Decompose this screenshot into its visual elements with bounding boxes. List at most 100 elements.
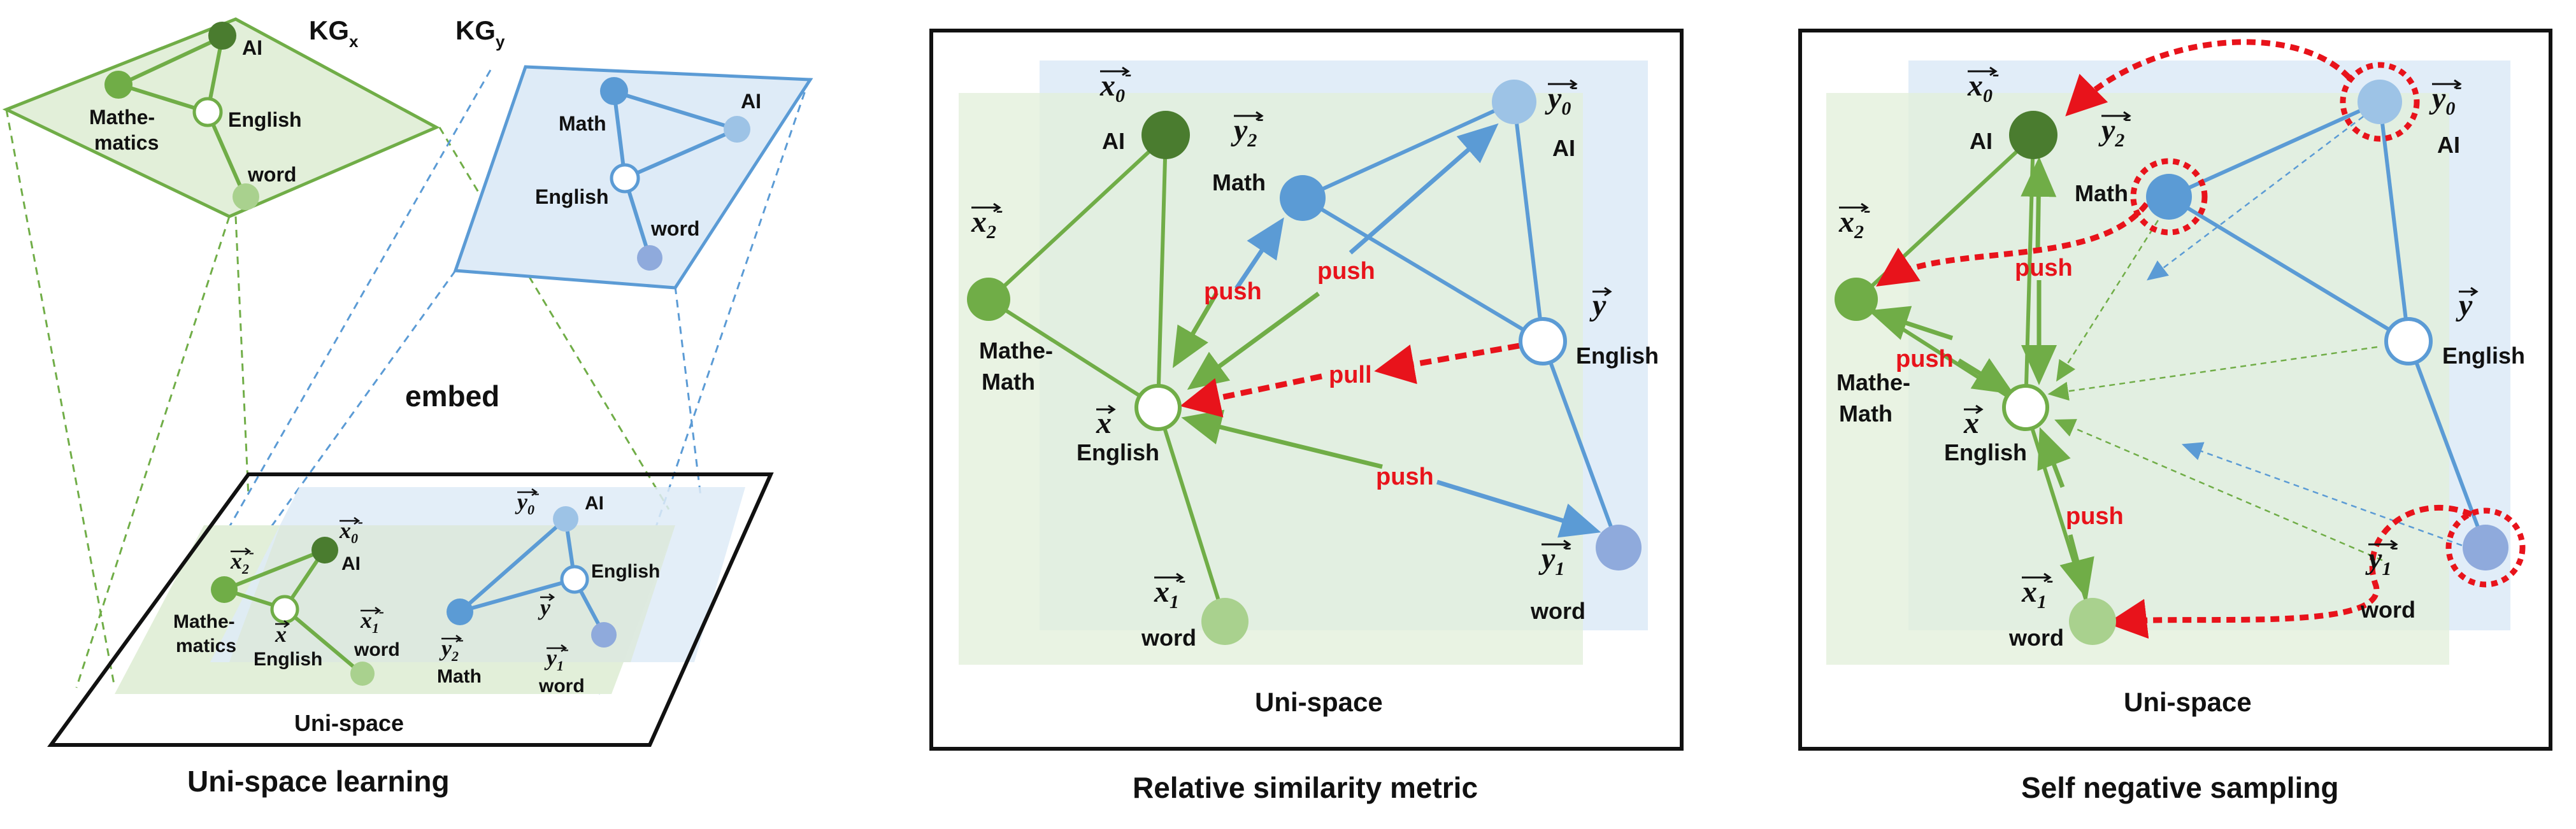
kgx-node-math bbox=[104, 71, 132, 99]
uni-label-word-b: word bbox=[538, 676, 585, 697]
panel2-label-x1: x1- bbox=[1154, 568, 1186, 613]
panel2-label-word-g: word bbox=[1141, 625, 1196, 651]
uni-label-y1: y1- bbox=[544, 641, 569, 674]
panel2-label-english-g: English bbox=[1077, 439, 1159, 465]
panel2-title: Relative similarity metric bbox=[1133, 771, 1478, 804]
uni-label-x1: x1- bbox=[360, 604, 384, 636]
uni-node-x2 bbox=[211, 576, 238, 603]
kgx-node-word bbox=[233, 183, 259, 210]
panel2-node-x bbox=[1134, 384, 1182, 431]
panel2-push-arrow-word-green bbox=[1181, 409, 1383, 469]
panel3-label-word-g: word bbox=[2008, 625, 2064, 651]
kgx-label-math-b: matics bbox=[94, 131, 159, 154]
panel3-push-arrow-x0 bbox=[2021, 157, 2057, 250]
panel3-label-math-b: Math bbox=[2075, 180, 2128, 206]
panel2-frame bbox=[929, 29, 1684, 751]
uni-label-x2: x2- bbox=[230, 544, 254, 577]
panel3-push-label-3: push bbox=[2066, 503, 2124, 530]
kgy-label-english: English bbox=[535, 185, 609, 208]
panel2-label-word-b: word bbox=[1530, 598, 1585, 624]
kgy-title: KGy bbox=[455, 15, 505, 51]
panel2-label-math-b: Math bbox=[1212, 169, 1266, 195]
panel3-frame bbox=[1798, 29, 2552, 751]
panel2-unispace-label: Uni-space bbox=[1255, 687, 1383, 717]
panel3-label-ai-b: AI bbox=[2437, 132, 2460, 158]
unispace-label: Uni-space bbox=[294, 710, 404, 736]
panel1-title: Uni-space learning bbox=[187, 765, 450, 798]
panel2-label-ai-b: AI bbox=[1552, 135, 1575, 161]
panel2-push-label-2: push bbox=[1317, 258, 1375, 285]
panel3-label-y: y bbox=[2456, 288, 2473, 322]
panel2-push-arrow-word-blue bbox=[1436, 479, 1601, 538]
uni-label-english-b: English bbox=[591, 561, 660, 582]
uni-node-y1 bbox=[591, 622, 617, 648]
panel2-label-x0: x0- bbox=[1099, 62, 1132, 106]
panel3-label-x: x bbox=[1963, 406, 1979, 440]
panel3-label-x0: x0- bbox=[1967, 62, 2000, 106]
uni-node-y bbox=[560, 565, 589, 594]
panel2-green-edges bbox=[987, 134, 1227, 621]
panel3-node-y2 bbox=[2146, 174, 2192, 220]
panel3-node-y1 bbox=[2463, 525, 2508, 570]
panel3-label-math-a: Mathe- bbox=[1836, 369, 1910, 395]
panel2-push-label-3: push bbox=[1376, 464, 1434, 490]
panel2-push-label-1: push bbox=[1204, 278, 1262, 305]
uni-label-english-g: English bbox=[254, 649, 322, 670]
uni-node-x0 bbox=[311, 537, 338, 563]
panel3-unispace-label: Uni-space bbox=[2124, 687, 2252, 717]
panel3-red-curve-top bbox=[2065, 39, 2352, 117]
panel2-blue-edges bbox=[1301, 100, 1621, 549]
panel2-push-arrow-math bbox=[1234, 217, 1284, 290]
panel2-node-y1 bbox=[1596, 525, 1642, 570]
kgy-node-word bbox=[637, 245, 662, 271]
panel3-dashed-links bbox=[2047, 116, 2472, 562]
panel2-node-x2 bbox=[967, 278, 1010, 321]
panel3-label-x2: x2- bbox=[1838, 198, 1871, 243]
panel2-node-y2 bbox=[1280, 175, 1326, 221]
panel3-push-arrow-x1b bbox=[2059, 534, 2094, 600]
uni-label-ai-g: AI bbox=[341, 553, 361, 574]
panel-uni-space-learning: AI Mathe- matics English word Math AI En… bbox=[2, 15, 813, 798]
panel2-push-arrow-ai-green bbox=[1187, 292, 1320, 390]
uni-label-x: x bbox=[275, 621, 287, 647]
panel3-node-x2 bbox=[1835, 278, 1878, 321]
uni-label-y0: y0- bbox=[515, 485, 540, 518]
panel2-node-x0 bbox=[1141, 111, 1190, 159]
panel2-label-x2: x2- bbox=[971, 198, 1003, 243]
panel3-label-english-b: English bbox=[2442, 343, 2525, 369]
kgx-title: KGx bbox=[309, 15, 359, 51]
uni-vector-arrows bbox=[231, 488, 568, 653]
panel3-push-label-1: push bbox=[1896, 346, 1954, 372]
panel2-label-math-a: Mathe- bbox=[979, 337, 1053, 364]
embed-label: embed bbox=[405, 379, 499, 413]
uni-label-x0: x0- bbox=[339, 514, 363, 546]
panel2-push-arrow-math-green bbox=[1172, 292, 1219, 369]
kgx-label-ai: AI bbox=[242, 36, 262, 59]
uni-label-math-a: Mathe- bbox=[173, 611, 235, 632]
kgy-node-math bbox=[600, 77, 628, 105]
panel3-green-plane bbox=[1826, 93, 2449, 665]
panel2-label-math-b: Math bbox=[982, 369, 1035, 395]
panel2-pull-arrow-right bbox=[1374, 343, 1520, 385]
kgx-label-english: English bbox=[228, 108, 302, 131]
panel3-node-y0 bbox=[2358, 80, 2402, 124]
panel3-label-math-b: Math bbox=[1839, 400, 1893, 427]
panel3-push-arrow-x2b bbox=[1957, 358, 2014, 395]
panel3-node-x1 bbox=[2069, 598, 2116, 645]
panel3-label-word-b: word bbox=[2360, 597, 2415, 623]
uni-node-x1 bbox=[350, 662, 375, 686]
panel3-push-label-2: push bbox=[2015, 255, 2073, 281]
panel3-label-y1: y1- bbox=[2365, 535, 2398, 579]
panel2-pull-arrow-left bbox=[1180, 373, 1322, 418]
panel2-label-ai-g: AI bbox=[1102, 128, 1125, 154]
panel3-ring-y0 bbox=[2340, 62, 2420, 142]
kgx-label-math-a: Mathe- bbox=[89, 106, 155, 129]
panel2-node-y bbox=[1519, 317, 1567, 365]
panel3-vector-arrows bbox=[1839, 66, 2479, 583]
panel3-label-ai-g: AI bbox=[1970, 128, 1993, 154]
uni-label-y2: y2- bbox=[439, 632, 464, 664]
panel2-node-y0 bbox=[1492, 80, 1536, 124]
panel2-label-x: x bbox=[1096, 406, 1112, 440]
panel3-node-x bbox=[2002, 384, 2049, 431]
